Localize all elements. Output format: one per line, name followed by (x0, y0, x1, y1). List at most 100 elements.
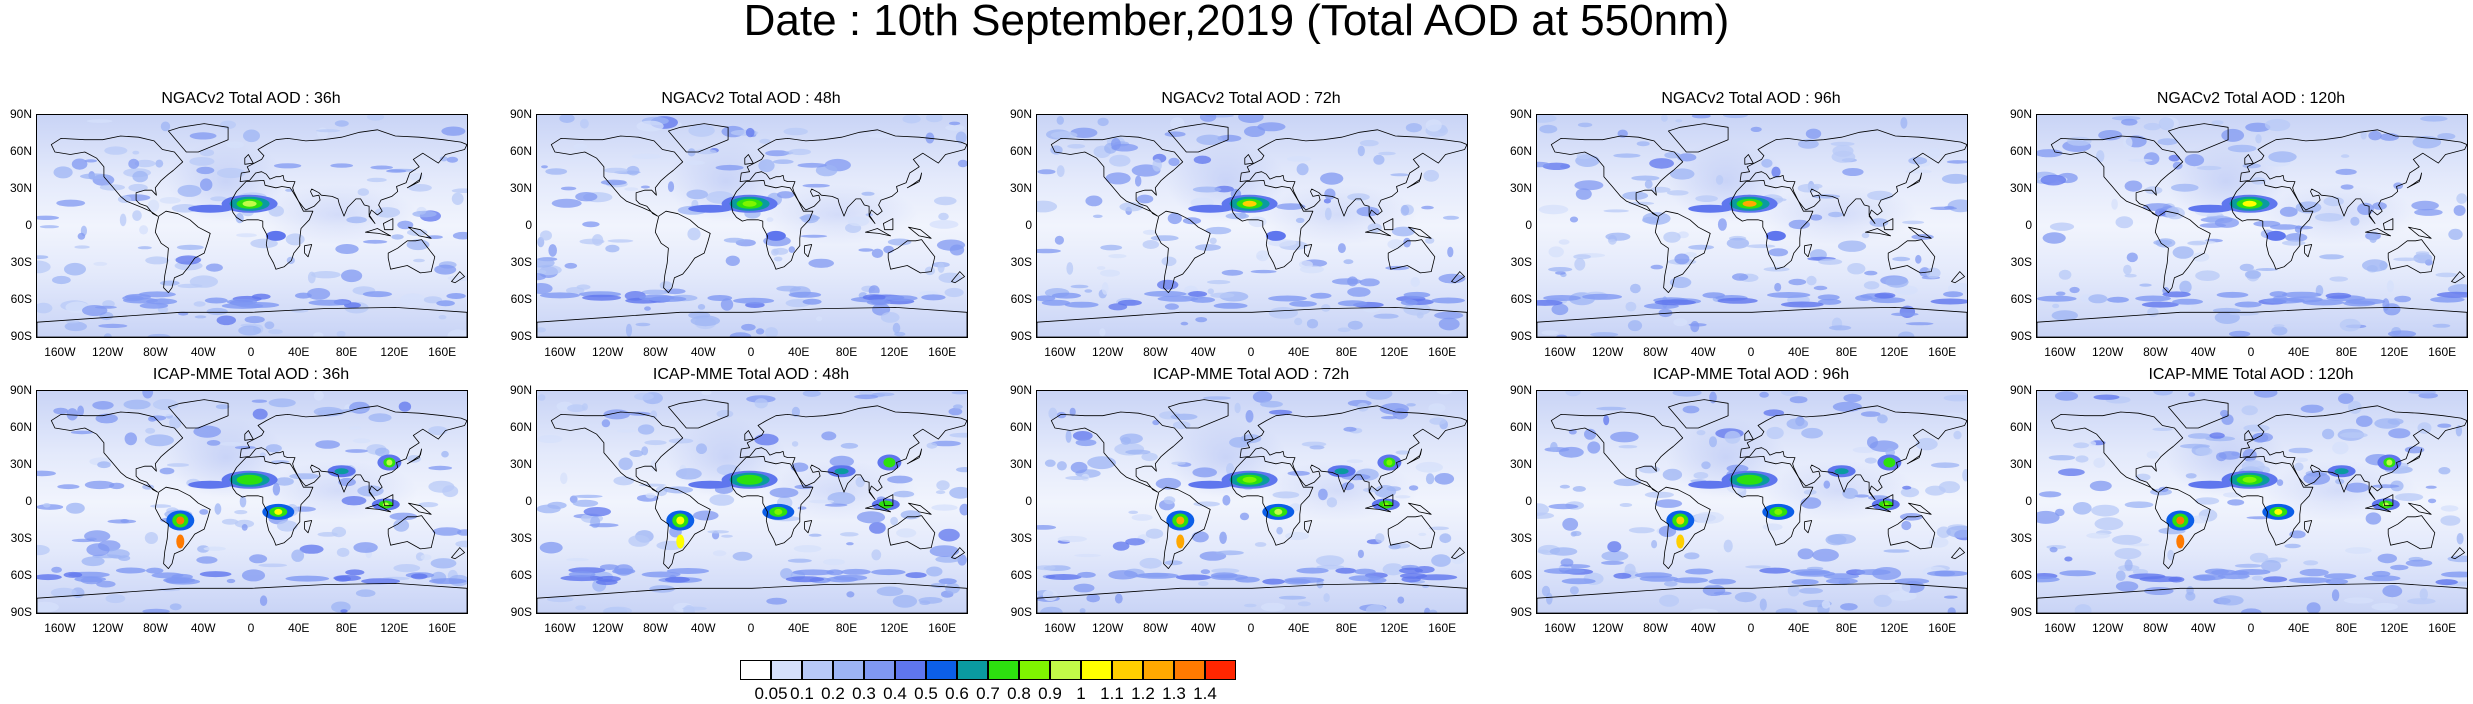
longitude-tick-label: 80E (1835, 345, 1858, 359)
colorbar-label: 0.8 (1007, 684, 1031, 703)
longitude-tick-label: 0 (1247, 345, 1255, 359)
longitude-tick-label: 80E (1335, 621, 1358, 635)
latitude-tick-label: 0 (2025, 494, 2032, 508)
latitude-tick-label: 30S (1010, 255, 1032, 269)
longitude-tick-label: 120E (1380, 345, 1409, 359)
colorbar-label: 0.9 (1038, 684, 1062, 703)
aod-map (37, 391, 467, 613)
longitude-tick-label: 40W (690, 621, 716, 635)
longitude-tick-label: 80W (643, 621, 668, 635)
map-panel: ICAP-MME Total AOD : 36h 90N 60N 30N 0 30S 60S… (0, 366, 470, 640)
longitude-tick-label: 80W (1143, 621, 1168, 635)
latitude-tick-label: 90N (2009, 107, 2032, 121)
panel-title: ICAP-MME Total AOD : 48h (652, 366, 850, 383)
longitude-tick-label: 80E (335, 621, 358, 635)
latitude-tick-label: 60S (10, 292, 32, 306)
latitude-tick-label: 0 (525, 494, 532, 508)
longitude-tick-label: 80E (1335, 345, 1358, 359)
latitude-tick-label: 0 (1025, 218, 1032, 232)
longitude-tick-label: 40W (690, 345, 716, 359)
longitude-tick-label: 40E (1288, 345, 1310, 359)
latitude-tick-label: 30N (1509, 181, 1532, 195)
latitude-tick-label: 30S (10, 531, 32, 545)
latitude-tick-label: 30N (1509, 457, 1532, 471)
latitude-tick-label: 60S (510, 292, 532, 306)
colorbar-swatch (988, 660, 1019, 680)
latitude-tick-label: 90S (1010, 605, 1032, 619)
panel-title: NGACv2 Total AOD : 96h (1661, 90, 1841, 107)
longitude-tick-label: 40E (1288, 621, 1310, 635)
latitude-tick-label: 90N (509, 383, 532, 397)
panel-title: ICAP-MME Total AOD : 120h (2148, 366, 2354, 383)
longitude-tick-label: 120W (1591, 621, 1624, 635)
map-panel: ICAP-MME Total AOD : 48h 90N 60N 30N 0 30S 60S… (500, 366, 970, 640)
aod-map (537, 115, 967, 337)
latitude-tick-label: 60N (1009, 144, 1032, 158)
longitude-tick-label: 120E (380, 621, 409, 635)
latitude-tick-label: 60N (509, 420, 532, 434)
longitude-tick-label: 40E (2288, 621, 2310, 635)
latitude-tick-label: 90N (509, 107, 532, 121)
longitude-tick-label: 40E (788, 621, 810, 635)
colorbar-label: 0.4 (883, 684, 907, 703)
colorbar-swatch (802, 660, 833, 680)
latitude-tick-label: 90N (9, 107, 32, 121)
longitude-tick-label: 120W (91, 345, 124, 359)
longitude-tick-label: 40W (2190, 345, 2216, 359)
map-frame (536, 390, 968, 614)
longitude-tick-label: 80W (1643, 621, 1668, 635)
latitude-tick-label: 60S (10, 568, 32, 582)
latitude-tick-label: 30S (510, 255, 532, 269)
colorbar-label: 0.2 (821, 684, 845, 703)
latitude-tick-label: 60S (2010, 292, 2032, 306)
aod-map (1537, 391, 1967, 613)
colorbar-swatch (1019, 660, 1050, 680)
latitude-tick-label: 60S (1510, 568, 1532, 582)
latitude-tick-label: 90S (10, 605, 32, 619)
latitude-tick-label: 90S (510, 329, 532, 343)
longitude-tick-label: 0 (1247, 621, 1255, 635)
longitude-tick-label: 120E (1880, 345, 1909, 359)
longitude-tick-label: 80E (1835, 621, 1858, 635)
colorbar-swatch (1050, 660, 1081, 680)
longitude-tick-label: 80E (2335, 621, 2358, 635)
longitude-tick-label: 0 (247, 621, 255, 635)
longitude-tick-label: 160E (1928, 345, 1957, 359)
map-frame (2036, 114, 2468, 338)
longitude-tick-label: 120W (591, 345, 624, 359)
colorbar-label: 0.5 (914, 684, 938, 703)
aod-map (1037, 391, 1467, 613)
map-panel: NGACv2 Total AOD : 36h 90N 60N 30N 0 30S 60S 90… (0, 90, 470, 364)
longitude-tick-label: 120E (2380, 621, 2409, 635)
latitude-tick-label: 30S (2010, 255, 2032, 269)
latitude-tick-label: 60S (2010, 568, 2032, 582)
longitude-tick-label: 40E (288, 621, 310, 635)
longitude-tick-label: 40W (2190, 621, 2216, 635)
longitude-tick-label: 120E (880, 345, 909, 359)
latitude-tick-label: 90N (1509, 107, 1532, 121)
longitude-tick-label: 0 (747, 621, 755, 635)
longitude-tick-label: 0 (2247, 621, 2255, 635)
latitude-tick-label: 90S (2010, 605, 2032, 619)
aod-map (537, 391, 967, 613)
longitude-tick-label: 80W (643, 345, 668, 359)
longitude-tick-label: 160E (928, 345, 957, 359)
latitude-tick-label: 30N (2009, 457, 2032, 471)
longitude-tick-label: 40E (1788, 345, 1810, 359)
longitude-tick-label: 120W (1091, 345, 1124, 359)
longitude-tick-label: 120E (2380, 345, 2409, 359)
latitude-tick-label: 0 (25, 494, 32, 508)
longitude-tick-label: 0 (247, 345, 255, 359)
map-frame (1036, 390, 1468, 614)
colorbar-swatch (1174, 660, 1205, 680)
latitude-tick-label: 60S (1010, 568, 1032, 582)
latitude-tick-label: 60N (9, 420, 32, 434)
longitude-tick-label: 40W (1190, 345, 1216, 359)
colorbar-label: 1 (1076, 684, 1086, 703)
longitude-tick-label: 160W (1044, 345, 1076, 359)
latitude-tick-label: 60N (2009, 420, 2032, 434)
latitude-tick-label: 90S (1010, 329, 1032, 343)
latitude-tick-label: 60N (509, 144, 532, 158)
longitude-tick-label: 80E (835, 345, 858, 359)
longitude-tick-label: 160E (2428, 345, 2457, 359)
